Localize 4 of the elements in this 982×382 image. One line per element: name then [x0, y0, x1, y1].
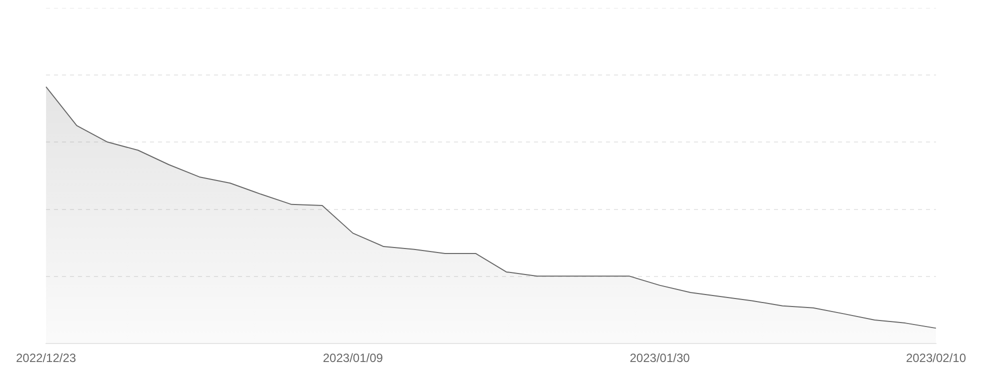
x-tick-label: 2022/12/23	[16, 351, 76, 366]
x-tick-label: 2023/01/30	[630, 351, 690, 366]
x-tick-label: 2023/01/09	[322, 351, 384, 366]
x-tick-label: 2023/02/10	[906, 351, 966, 366]
